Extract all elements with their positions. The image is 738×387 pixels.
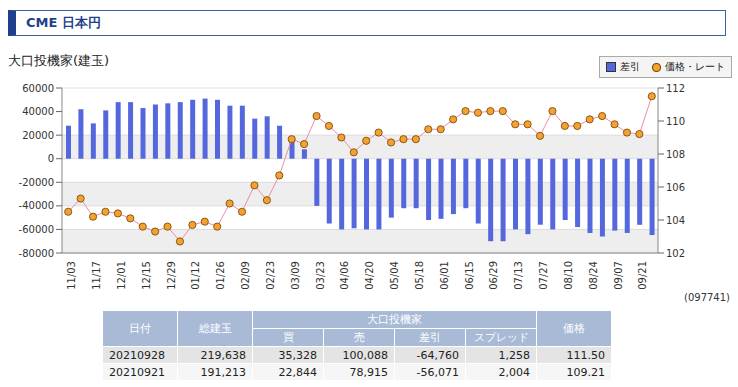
svg-text:01/26: 01/26 [215, 261, 226, 290]
svg-text:05/18: 05/18 [414, 261, 425, 290]
svg-text:110: 110 [666, 116, 685, 127]
svg-text:08/10: 08/10 [563, 261, 574, 290]
html-text:価格・レート: 価格・レート [665, 61, 725, 72]
html-text:日付: 日付 [129, 322, 151, 335]
svg-text:06/15: 06/15 [464, 261, 475, 290]
svg-text:05/04: 05/04 [389, 261, 400, 290]
svg-text:07/27: 07/27 [538, 261, 549, 290]
html-text:価格: 価格 [563, 322, 585, 335]
svg-text:0: 0 [48, 153, 54, 164]
svg-text:06/29: 06/29 [488, 261, 499, 290]
svg-text:11/17: 11/17 [91, 261, 102, 290]
svg-text:104: 104 [666, 215, 685, 226]
svg-text:12/01: 12/01 [116, 261, 127, 290]
svg-text:01/12: 01/12 [190, 261, 201, 290]
html-text:売: 売 [353, 331, 365, 344]
html-text:191,213: 191,213 [200, 365, 246, 379]
html-text:(097741): (097741) [684, 292, 730, 303]
html-text:-56,071: -56,071 [416, 365, 459, 379]
svg-text:07/13: 07/13 [513, 261, 524, 290]
html-text:大口投機家(建玉): 大口投機家(建玉) [8, 53, 110, 68]
svg-text:-60000: -60000 [19, 224, 54, 235]
svg-text:04/06: 04/06 [339, 261, 350, 290]
html-text:35,328: 35,328 [278, 348, 317, 362]
svg-text:60000: 60000 [22, 83, 54, 94]
html-text:買: 買 [282, 331, 294, 344]
svg-text:06/01: 06/01 [439, 261, 450, 290]
html-text:100,088: 100,088 [342, 348, 388, 362]
svg-text:-80000: -80000 [19, 248, 54, 259]
svg-text:08/24: 08/24 [588, 261, 599, 290]
svg-text:02/23: 02/23 [265, 261, 276, 290]
html-text:78,915: 78,915 [349, 365, 388, 379]
svg-text:09/07: 09/07 [613, 261, 624, 290]
html-text:20210928: 20210928 [109, 348, 165, 362]
html-text:総建玉: 総建玉 [198, 322, 232, 335]
html-text:111.50: 111.50 [566, 348, 605, 362]
html-text:CME 日本円: CME 日本円 [26, 15, 101, 30]
svg-text:40000: 40000 [22, 106, 54, 117]
svg-text:12/15: 12/15 [141, 261, 152, 290]
svg-text:106: 106 [666, 182, 685, 193]
svg-text:03/23: 03/23 [315, 261, 326, 290]
html-text:20210921: 20210921 [109, 365, 165, 379]
html-text:219,638: 219,638 [200, 348, 246, 362]
svg-text:09/21: 09/21 [637, 261, 648, 290]
html-text:2,004: 2,004 [498, 365, 530, 379]
svg-text:-20000: -20000 [19, 177, 54, 188]
html-text:スプレッド: スプレッド [473, 331, 529, 344]
svg-text:102: 102 [666, 248, 685, 259]
html-text:-64,760: -64,760 [416, 348, 459, 362]
svg-text:04/20: 04/20 [364, 261, 375, 290]
html-text:大口投機家: 大口投機家 [367, 313, 422, 326]
html-text:1,258: 1,258 [498, 348, 530, 362]
html-text:差引: 差引 [620, 61, 640, 72]
svg-text:20000: 20000 [22, 130, 54, 141]
svg-text:03/09: 03/09 [290, 261, 301, 290]
svg-text:02/09: 02/09 [240, 261, 251, 290]
html-text:22,844: 22,844 [278, 365, 317, 379]
html-text:差引: 差引 [419, 331, 441, 344]
html-text:109.21: 109.21 [566, 365, 605, 379]
svg-text:-40000: -40000 [19, 200, 54, 211]
svg-text:108: 108 [666, 149, 685, 160]
svg-text:11/03: 11/03 [66, 261, 77, 290]
svg-text:12/29: 12/29 [166, 261, 177, 290]
svg-text:112: 112 [666, 83, 685, 94]
